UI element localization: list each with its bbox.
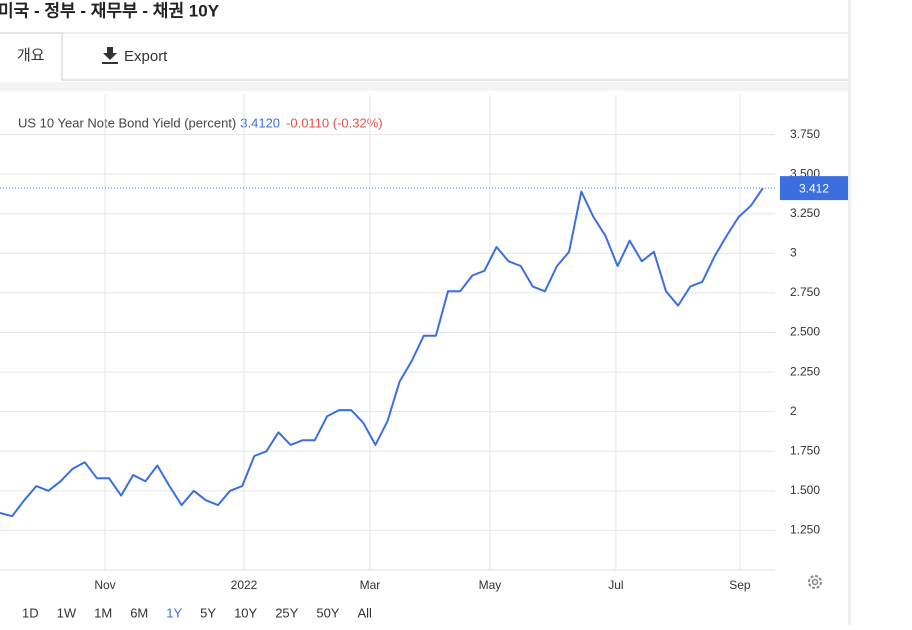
range-button[interactable]: All [357, 605, 372, 620]
y-tick-label: 1.250 [790, 523, 820, 537]
range-button[interactable]: 6M [130, 605, 148, 620]
x-tick-label: Nov [94, 578, 115, 592]
range-button[interactable]: 10Y [234, 605, 257, 620]
last-price-box [780, 176, 848, 201]
settings-icon[interactable] [808, 575, 822, 589]
range-button[interactable]: 1M [94, 605, 112, 620]
tab-overview[interactable]: 개요 [17, 47, 45, 64]
x-tick-label: 2022 [231, 578, 258, 592]
side-strip [848, 0, 851, 625]
range-button[interactable]: 25Y [275, 605, 298, 620]
x-tick-label: Jul [608, 578, 623, 592]
y-tick-label: 2.750 [790, 285, 820, 299]
y-tick-label: 2 [790, 404, 797, 418]
tabs-border [0, 32, 848, 81]
y-tick-label: 3 [790, 246, 797, 260]
y-tick-label: 2.500 [790, 325, 820, 339]
range-button[interactable]: 1Y [166, 605, 182, 620]
x-tick-label: May [479, 578, 502, 592]
x-tick-label: Sep [729, 578, 751, 592]
y-tick-label: 1.500 [790, 483, 820, 497]
range-button[interactable]: 1W [57, 605, 77, 620]
legend: US 10 Year Note Bond Yield (percent) 3.4… [18, 115, 383, 130]
legend-value: 3.4120 [240, 115, 280, 130]
y-tick-label: 1.750 [790, 443, 820, 457]
range-button[interactable]: 50Y [316, 605, 339, 620]
y-tick-label: 3.750 [790, 127, 820, 141]
y-tick-label: 3.250 [790, 206, 820, 220]
y-tick-label: 2.250 [790, 364, 820, 378]
export-button[interactable]: Export [124, 48, 168, 65]
range-button[interactable]: 1D [22, 605, 39, 620]
legend-change: -0.0110 (-0.32%) [286, 115, 383, 130]
x-tick-label: Mar [360, 578, 381, 592]
separator [0, 82, 848, 91]
range-button[interactable]: 5Y [200, 605, 216, 620]
download-icon[interactable] [102, 47, 118, 64]
page-title: 미국 - 정부 - 재무부 - 채권 10Y [0, 1, 220, 20]
legend-name: US 10 Year Note Bond Yield (percent) [18, 115, 236, 130]
price-line [0, 187, 764, 518]
last-price-label: 3.412 [799, 181, 829, 195]
